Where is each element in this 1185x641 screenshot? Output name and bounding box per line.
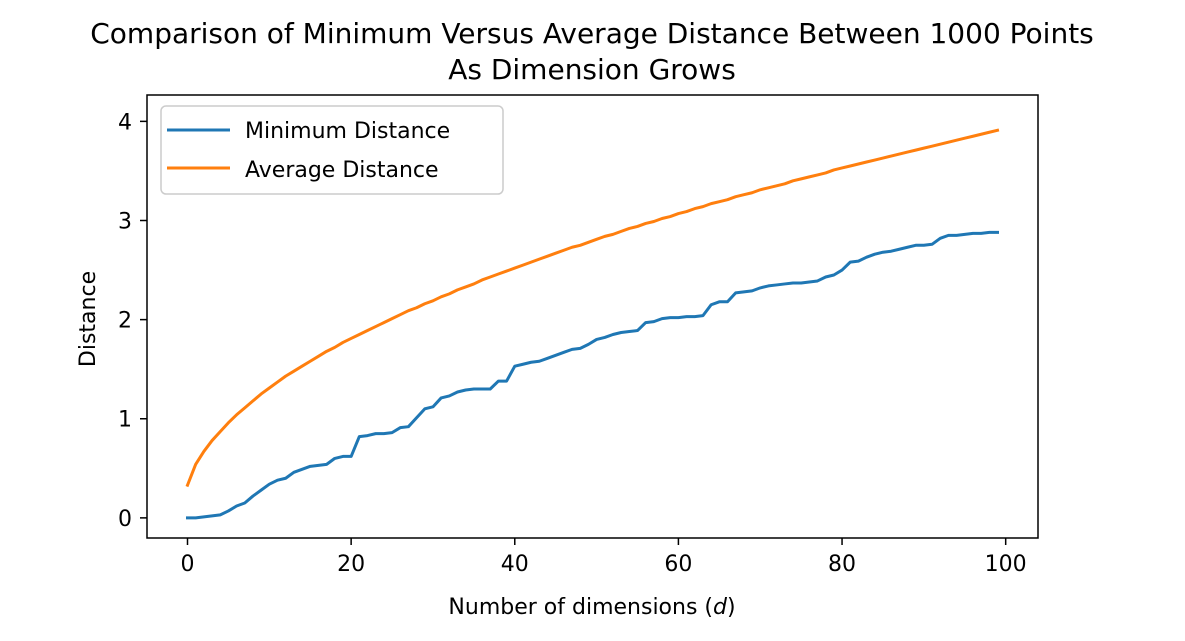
x-tick-label-100: 100 [985,552,1027,577]
series-line-minimum-distance [186,230,999,520]
series-line-average-distance [185,128,1000,488]
chart-title-line-1: Comparison of Minimum Versus Average Dis… [90,17,1094,50]
y-tick-label-0: 0 [118,507,132,532]
y-tick-label-4: 4 [118,110,132,135]
y-axis-label: Distance [76,271,101,367]
x-tick-label-80: 80 [828,552,856,577]
legend-label-minimum-distance: Minimum Distance [245,119,450,144]
x-tick-label-60: 60 [664,552,692,577]
x-tick-label-40: 40 [501,552,529,577]
plot-area: 0 20 40 60 80 100 0 1 2 3 4 [118,94,1039,577]
legend-label-average-distance: Average Distance [245,158,439,183]
y-tick-label-3: 3 [118,209,132,234]
y-tick-label-1: 1 [118,408,132,433]
legend-frame [160,105,504,195]
x-tick-label-0: 0 [181,552,195,577]
plot-frame [146,94,1039,539]
y-tick-label-2: 2 [118,309,132,334]
chart-title-line-2: As Dimension Grows [448,53,736,86]
x-tick-label-20: 20 [337,552,365,577]
legend: Minimum Distance Average Distance [160,105,504,195]
x-axis-label: Number of dimensions (d) [448,595,735,620]
